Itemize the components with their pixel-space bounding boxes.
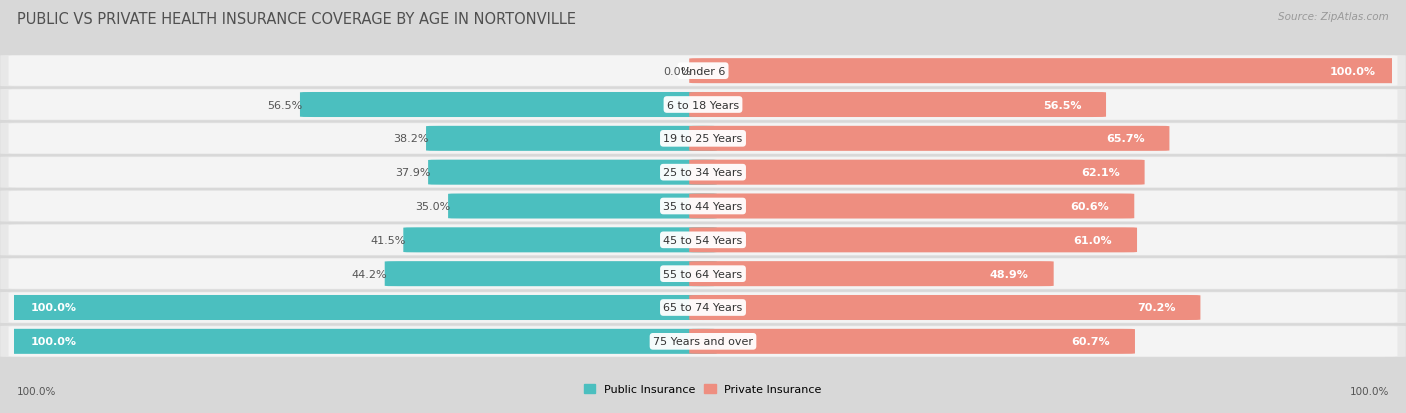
FancyBboxPatch shape: [8, 293, 1398, 323]
FancyBboxPatch shape: [8, 326, 1398, 356]
Text: 70.2%: 70.2%: [1137, 303, 1175, 313]
FancyBboxPatch shape: [0, 90, 1406, 121]
Text: 25 to 34 Years: 25 to 34 Years: [664, 168, 742, 178]
Text: 44.2%: 44.2%: [352, 269, 388, 279]
FancyBboxPatch shape: [689, 295, 1201, 320]
FancyBboxPatch shape: [404, 228, 717, 253]
Text: 56.5%: 56.5%: [1043, 100, 1081, 110]
Text: 65 to 74 Years: 65 to 74 Years: [664, 303, 742, 313]
Text: 75 Years and over: 75 Years and over: [652, 337, 754, 347]
FancyBboxPatch shape: [8, 57, 1398, 87]
FancyBboxPatch shape: [0, 123, 1406, 155]
Text: 38.2%: 38.2%: [394, 134, 429, 144]
Text: 60.6%: 60.6%: [1071, 202, 1109, 211]
Text: 61.0%: 61.0%: [1074, 235, 1112, 245]
Text: 37.9%: 37.9%: [395, 168, 430, 178]
Text: 62.1%: 62.1%: [1081, 168, 1119, 178]
Text: 100.0%: 100.0%: [1330, 66, 1375, 76]
FancyBboxPatch shape: [8, 191, 1398, 222]
FancyBboxPatch shape: [385, 261, 717, 287]
Text: 0.0%: 0.0%: [664, 66, 692, 76]
Text: 45 to 54 Years: 45 to 54 Years: [664, 235, 742, 245]
FancyBboxPatch shape: [0, 258, 1406, 290]
Legend: Public Insurance, Private Insurance: Public Insurance, Private Insurance: [579, 380, 827, 399]
FancyBboxPatch shape: [689, 160, 1144, 185]
Text: 6 to 18 Years: 6 to 18 Years: [666, 100, 740, 110]
Text: 35.0%: 35.0%: [416, 202, 451, 211]
FancyBboxPatch shape: [0, 329, 717, 354]
Text: 55 to 64 Years: 55 to 64 Years: [664, 269, 742, 279]
FancyBboxPatch shape: [0, 191, 1406, 222]
FancyBboxPatch shape: [689, 59, 1406, 84]
Text: 100.0%: 100.0%: [31, 337, 76, 347]
FancyBboxPatch shape: [0, 292, 1406, 323]
FancyBboxPatch shape: [8, 90, 1398, 120]
FancyBboxPatch shape: [0, 295, 717, 320]
FancyBboxPatch shape: [689, 261, 1053, 287]
Text: 41.5%: 41.5%: [371, 235, 406, 245]
FancyBboxPatch shape: [427, 160, 717, 185]
Text: 56.5%: 56.5%: [267, 100, 302, 110]
Text: 19 to 25 Years: 19 to 25 Years: [664, 134, 742, 144]
FancyBboxPatch shape: [0, 225, 1406, 256]
FancyBboxPatch shape: [449, 194, 717, 219]
FancyBboxPatch shape: [0, 56, 1406, 87]
Text: PUBLIC VS PRIVATE HEALTH INSURANCE COVERAGE BY AGE IN NORTONVILLE: PUBLIC VS PRIVATE HEALTH INSURANCE COVER…: [17, 12, 576, 27]
FancyBboxPatch shape: [426, 126, 717, 152]
FancyBboxPatch shape: [8, 158, 1398, 188]
Text: Under 6: Under 6: [681, 66, 725, 76]
FancyBboxPatch shape: [8, 124, 1398, 154]
FancyBboxPatch shape: [689, 194, 1135, 219]
FancyBboxPatch shape: [689, 228, 1137, 253]
Text: Source: ZipAtlas.com: Source: ZipAtlas.com: [1278, 12, 1389, 22]
FancyBboxPatch shape: [689, 126, 1170, 152]
Text: 100.0%: 100.0%: [1350, 387, 1389, 396]
Text: 65.7%: 65.7%: [1107, 134, 1144, 144]
FancyBboxPatch shape: [0, 326, 1406, 357]
FancyBboxPatch shape: [689, 93, 1107, 118]
FancyBboxPatch shape: [8, 225, 1398, 255]
FancyBboxPatch shape: [299, 93, 717, 118]
Text: 100.0%: 100.0%: [17, 387, 56, 396]
FancyBboxPatch shape: [689, 329, 1135, 354]
FancyBboxPatch shape: [8, 259, 1398, 289]
FancyBboxPatch shape: [0, 157, 1406, 188]
Text: 100.0%: 100.0%: [31, 303, 76, 313]
Text: 60.7%: 60.7%: [1071, 337, 1111, 347]
Text: 48.9%: 48.9%: [990, 269, 1029, 279]
Text: 35 to 44 Years: 35 to 44 Years: [664, 202, 742, 211]
